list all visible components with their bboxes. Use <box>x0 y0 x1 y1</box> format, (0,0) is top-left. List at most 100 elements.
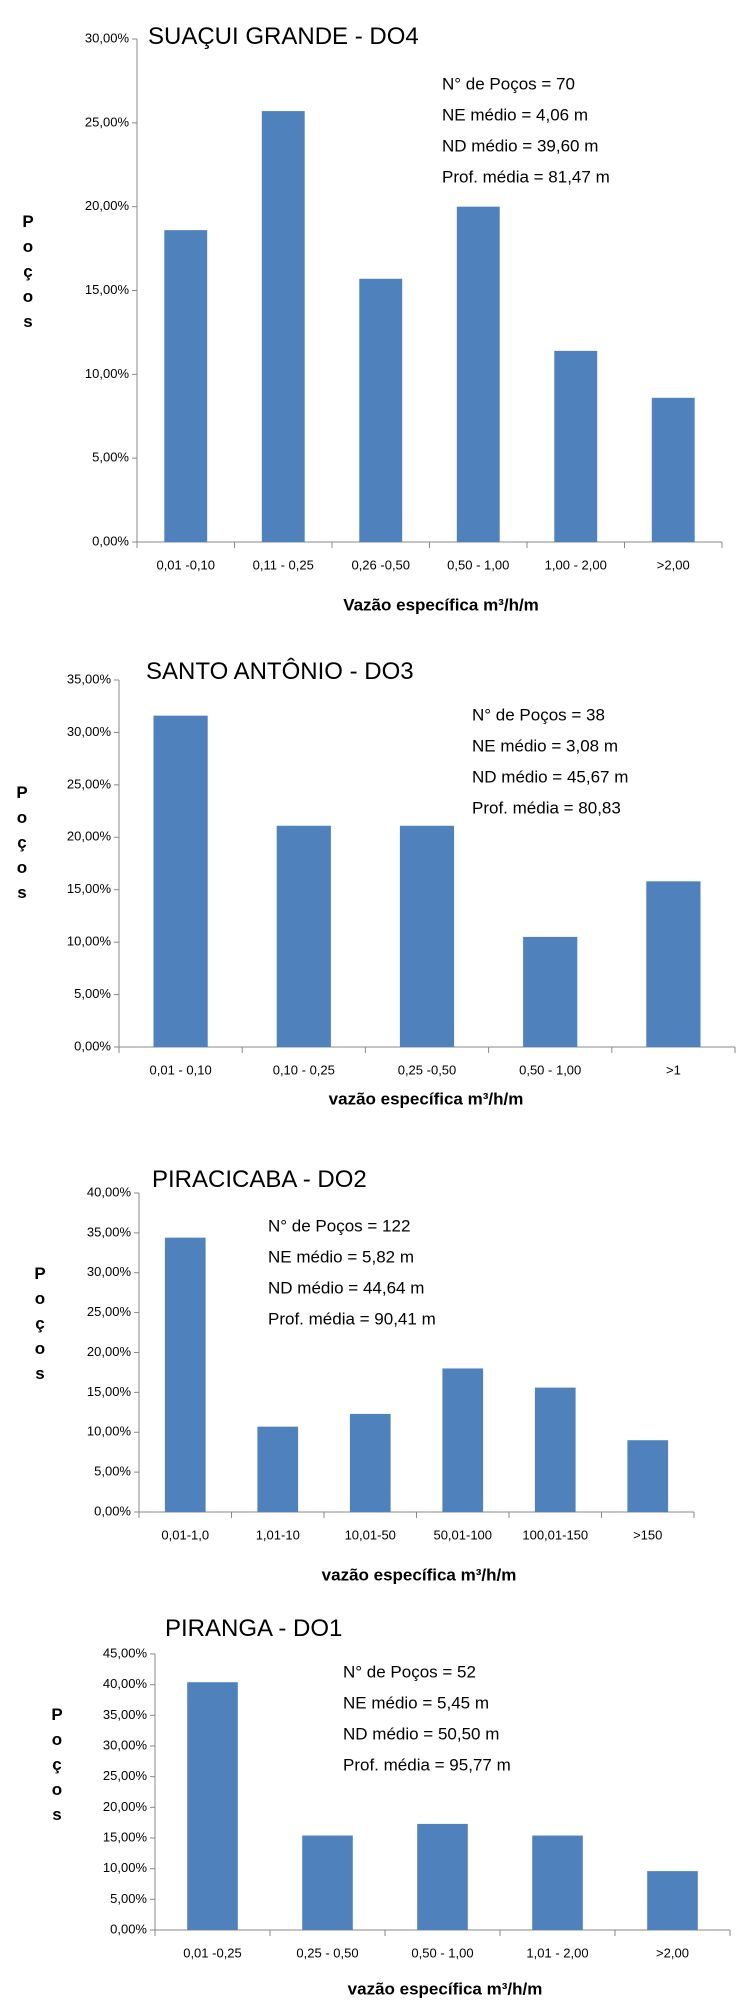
annotation: N° de Poços = 122 <box>268 1216 410 1235</box>
y-tick-label: 30,00% <box>85 30 130 45</box>
bar <box>442 1368 484 1512</box>
bar <box>532 1835 583 1930</box>
bar <box>417 1823 468 1930</box>
annotation: NE médio = 3,08 m <box>472 736 618 755</box>
x-axis-label: Vazão específica m³/h/m <box>343 595 539 614</box>
y-tick-label: 25,00% <box>67 776 112 791</box>
y-tick-label: 30,00% <box>67 724 112 739</box>
y-tick-label: 25,00% <box>87 1304 132 1319</box>
y-tick-label: 20,00% <box>85 198 130 213</box>
y-axis-label: Poços <box>19 212 38 337</box>
y-tick-label: 20,00% <box>87 1344 132 1359</box>
y-axis-label: Poços <box>13 783 32 908</box>
x-tick-label: 1,01 - 2,00 <box>526 1945 588 1960</box>
x-tick-label: 0,01 -0,10 <box>156 557 215 572</box>
y-tick-label: 0,00% <box>92 533 129 548</box>
bar <box>187 1682 238 1930</box>
bar <box>646 881 701 1047</box>
chart-title: PIRACICABA - DO2 <box>152 1166 367 1193</box>
x-tick-label: 0,50 - 1,00 <box>447 557 509 572</box>
chart-title: SANTO ANTÔNIO - DO3 <box>146 657 414 685</box>
y-axis-label: Poços <box>48 1705 67 1830</box>
bar <box>276 825 331 1047</box>
y-axis-label: Poços <box>31 1264 50 1389</box>
y-tick-label: 25,00% <box>103 1768 148 1783</box>
y-tick-label: 25,00% <box>85 114 130 129</box>
bar <box>651 397 695 542</box>
bar <box>302 1835 353 1930</box>
bar <box>261 111 305 542</box>
y-tick-label: 10,00% <box>85 366 130 381</box>
annotation: Prof. média = 80,83 <box>472 798 621 817</box>
x-tick-label: 0,11 - 0,25 <box>253 557 314 572</box>
x-axis-label: vazão específica m³/h/m <box>329 1089 524 1108</box>
x-tick-label: 0,25 -0,50 <box>398 1062 457 1077</box>
bar <box>647 1871 698 1930</box>
bar <box>153 715 208 1047</box>
y-tick-label: 40,00% <box>87 1184 132 1199</box>
x-tick-label: >2,00 <box>657 557 690 572</box>
x-tick-label: 0,01-1,0 <box>161 1527 209 1542</box>
x-tick-label: >1 <box>666 1062 681 1077</box>
annotation: Prof. média = 90,41 m <box>268 1309 436 1328</box>
annotation: ND médio = 44,64 m <box>268 1278 424 1297</box>
annotation: ND médio = 50,50 m <box>343 1724 499 1743</box>
y-tick-label: 35,00% <box>103 1707 148 1722</box>
y-tick-label: 45,00% <box>103 1645 148 1660</box>
y-tick-label: 10,00% <box>87 1424 132 1439</box>
y-tick-label: 20,00% <box>67 829 112 844</box>
bar <box>534 1387 576 1512</box>
y-tick-label: 35,00% <box>67 671 112 686</box>
y-tick-label: 40,00% <box>103 1676 148 1691</box>
x-tick-label: >150 <box>633 1527 662 1542</box>
annotation: N° de Poços = 70 <box>442 74 575 93</box>
annotation: N° de Poços = 52 <box>343 1662 476 1681</box>
x-axis-label: vazão específica m³/h/m <box>322 1565 517 1584</box>
bar <box>627 1440 669 1512</box>
bar <box>456 206 500 542</box>
x-tick-label: 1,01-10 <box>256 1527 300 1542</box>
y-tick-label: 10,00% <box>67 934 112 949</box>
annotation: N° de Poços = 38 <box>472 705 605 724</box>
y-tick-label: 5,00% <box>92 450 129 465</box>
y-tick-label: 0,00% <box>110 1921 147 1936</box>
annotation: NE médio = 5,45 m <box>343 1693 489 1712</box>
x-tick-label: 1,00 - 2,00 <box>545 557 607 572</box>
x-tick-label: 0,50 - 1,00 <box>519 1062 581 1077</box>
x-tick-label: 50,01-100 <box>433 1527 492 1542</box>
y-tick-label: 10,00% <box>103 1860 148 1875</box>
bar <box>164 230 208 542</box>
bar <box>257 1426 299 1512</box>
y-tick-label: 35,00% <box>87 1224 132 1239</box>
y-tick-label: 15,00% <box>103 1829 148 1844</box>
y-tick-label: 15,00% <box>87 1384 132 1399</box>
y-tick-label: 15,00% <box>67 881 112 896</box>
chart-title: SUAÇUI GRANDE - DO4 <box>148 23 419 50</box>
x-tick-label: 0,25 - 0,50 <box>296 1945 358 1960</box>
bar <box>399 825 455 1047</box>
bar <box>523 936 578 1047</box>
annotation: ND médio = 45,67 m <box>472 767 628 786</box>
y-tick-label: 0,00% <box>74 1038 111 1053</box>
x-tick-label: 0,01 - 0,10 <box>150 1062 212 1077</box>
x-tick-label: 0,10 - 0,25 <box>273 1062 335 1077</box>
x-tick-label: 0,01 -0,25 <box>183 1945 242 1960</box>
x-axis-label: vazão específica m³/h/m <box>348 1979 543 1998</box>
x-tick-label: 0,50 - 1,00 <box>411 1945 473 1960</box>
y-tick-label: 5,00% <box>74 986 111 1001</box>
y-tick-label: 20,00% <box>103 1799 148 1814</box>
annotation: NE médio = 4,06 m <box>442 105 588 124</box>
x-tick-label: >2,00 <box>656 1945 689 1960</box>
annotation: NE médio = 5,82 m <box>268 1247 414 1266</box>
annotation: Prof. média = 81,47 m <box>442 167 610 186</box>
chart-title: PIRANGA - DO1 <box>165 1615 342 1642</box>
bar <box>554 350 598 542</box>
y-tick-label: 30,00% <box>103 1737 148 1752</box>
y-tick-label: 30,00% <box>87 1264 132 1279</box>
y-tick-label: 5,00% <box>110 1891 147 1906</box>
y-tick-label: 0,00% <box>94 1503 131 1518</box>
annotation: ND médio = 39,60 m <box>442 136 598 155</box>
bar <box>359 278 403 542</box>
